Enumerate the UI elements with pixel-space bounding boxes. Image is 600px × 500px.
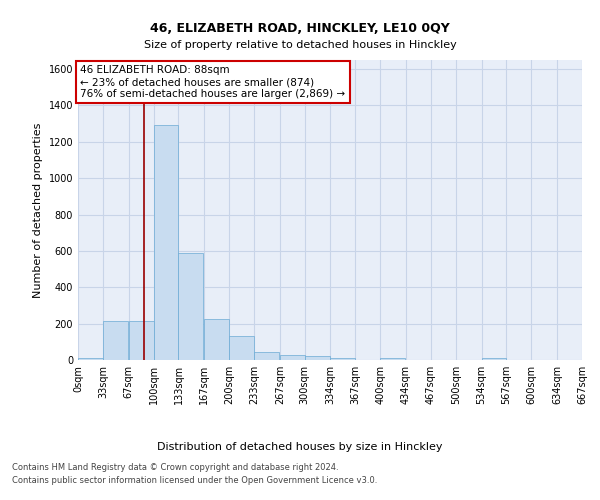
Bar	[380, 358, 405, 360]
Bar	[154, 126, 178, 360]
Bar	[103, 321, 128, 360]
Bar	[331, 358, 355, 360]
Text: Contains public sector information licensed under the Open Government Licence v3: Contains public sector information licen…	[12, 476, 377, 485]
Bar	[229, 336, 254, 360]
Bar	[280, 356, 305, 360]
Bar	[178, 252, 203, 360]
Bar	[305, 356, 329, 360]
Bar	[254, 352, 279, 360]
Bar	[78, 358, 103, 360]
Y-axis label: Number of detached properties: Number of detached properties	[33, 122, 43, 298]
Bar	[204, 319, 229, 360]
Text: 46 ELIZABETH ROAD: 88sqm
← 23% of detached houses are smaller (874)
76% of semi-: 46 ELIZABETH ROAD: 88sqm ← 23% of detach…	[80, 66, 346, 98]
Bar	[128, 321, 154, 360]
Text: 46, ELIZABETH ROAD, HINCKLEY, LE10 0QY: 46, ELIZABETH ROAD, HINCKLEY, LE10 0QY	[150, 22, 450, 36]
Text: Size of property relative to detached houses in Hinckley: Size of property relative to detached ho…	[143, 40, 457, 50]
Text: Contains HM Land Registry data © Crown copyright and database right 2024.: Contains HM Land Registry data © Crown c…	[12, 464, 338, 472]
Text: Distribution of detached houses by size in Hinckley: Distribution of detached houses by size …	[157, 442, 443, 452]
Bar	[482, 358, 506, 360]
